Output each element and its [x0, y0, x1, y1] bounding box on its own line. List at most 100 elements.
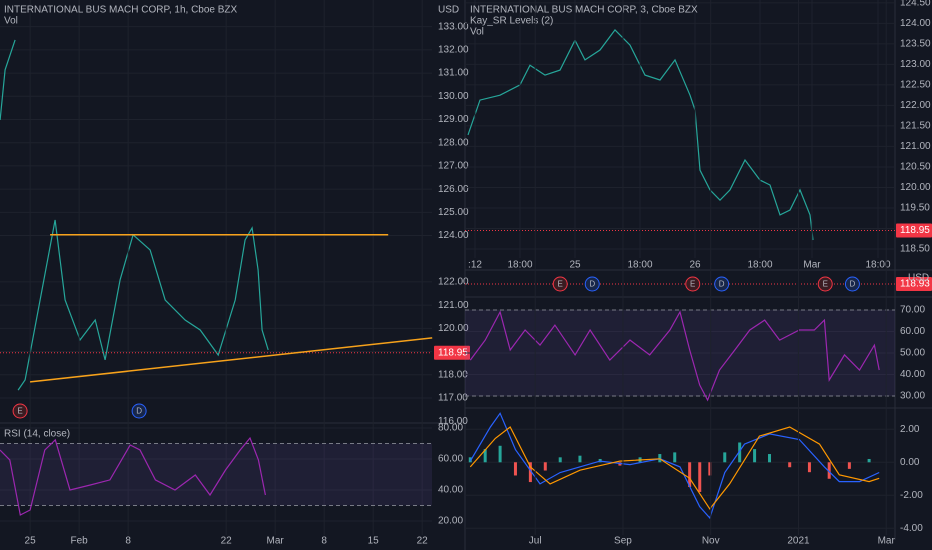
y-tick-label: 60.00	[900, 326, 925, 337]
histogram-bar	[827, 462, 831, 479]
chart-title: INTERNATIONAL BUS MACH CORP, 1h, Cboe BZ…	[4, 5, 238, 16]
y-tick-label: 118.00	[438, 369, 468, 380]
event-label: E	[558, 280, 563, 289]
histogram-bar	[807, 462, 811, 473]
y-tick-label: 128.00	[438, 137, 469, 148]
event-marker	[714, 276, 730, 292]
y-tick-label: 131.00	[438, 68, 469, 79]
y-tick-label: 123.00	[900, 59, 931, 70]
y-tick-label: 116.00	[438, 416, 468, 427]
event-label: D	[589, 280, 595, 289]
histogram-bar	[698, 462, 702, 492]
y-tick-label: 20.00	[438, 516, 463, 527]
histogram-bar	[543, 462, 547, 471]
x-tick-label: Mar	[267, 536, 285, 547]
y-tick-label: -4.00	[900, 523, 923, 534]
level-band	[0, 443, 432, 506]
price-tag	[896, 223, 932, 238]
event-label: D	[136, 407, 142, 416]
y-tick-label: 122.50	[900, 80, 931, 91]
y-tick-label: 124.00	[900, 18, 931, 29]
histogram-bar	[768, 454, 772, 463]
y-tick-label: 120.00	[438, 323, 469, 334]
x-tick-label: 15	[368, 536, 380, 547]
event-label: E	[17, 407, 22, 416]
event-label: D	[850, 280, 856, 289]
price-tag-label: 118.95	[438, 347, 468, 358]
x-tick-label: Mar	[878, 536, 896, 547]
event-marker	[584, 276, 600, 292]
y-tick-label: 120.00	[900, 182, 931, 193]
y-tick-label: 133.00	[438, 21, 469, 32]
price-tag-label: 118.93	[900, 279, 930, 290]
event-marker	[131, 403, 147, 419]
y-tick-label: 120.50	[900, 162, 931, 173]
y-tick-label: 124.00	[438, 230, 469, 241]
y-tick-label: 124.50	[900, 0, 931, 9]
chart-title: INTERNATIONAL BUS MACH CORP, 3, Cboe BZX	[470, 5, 698, 16]
y-tick-label: 126.00	[438, 184, 469, 195]
y-tick-label: 119.50	[900, 203, 930, 214]
y-tick-label: 121.00	[438, 300, 469, 311]
plot-1	[0, 427, 432, 522]
y-tick-label: 30.00	[900, 391, 925, 402]
x-tick-label: :12	[468, 260, 482, 271]
y-tick-label: 2.00	[900, 424, 920, 435]
histogram-bar	[723, 452, 727, 463]
price-tag	[434, 345, 470, 360]
x-tick-label: 18:00	[747, 260, 772, 271]
histogram-bar	[468, 457, 472, 463]
y-tick-label: 122.00	[438, 277, 469, 288]
histogram-bar	[558, 457, 562, 463]
histogram-bar	[483, 449, 487, 463]
chart-subtitle: Vol	[470, 27, 484, 38]
histogram-bar	[578, 455, 582, 463]
y-tick-label: 130.00	[438, 91, 469, 102]
price-tag-label: 118.95	[900, 225, 930, 236]
y-tick-label: 121.00	[900, 141, 931, 152]
series-line	[469, 426, 880, 510]
histogram-bar	[688, 462, 692, 488]
x-tick-label: 18:00	[507, 260, 532, 271]
x-tick-label: Jul	[529, 536, 542, 547]
histogram-bar	[738, 442, 742, 463]
y-tick-label: 0.00	[900, 457, 920, 468]
y-tick-label: 80.00	[438, 423, 463, 434]
chart-subtitle: Kay_SR Levels (2)	[470, 16, 553, 27]
y-tick-label: -2.00	[900, 490, 923, 501]
event-marker	[12, 403, 28, 419]
histogram-bar	[498, 445, 502, 463]
x-tick-label: Feb	[71, 536, 89, 547]
event-marker	[844, 276, 860, 292]
plot-0	[0, 26, 432, 399]
event-label: E	[690, 280, 695, 289]
y-tick-label: 122.00	[900, 100, 931, 111]
series-line	[469, 412, 880, 520]
y-tick-label: 125.00	[438, 207, 469, 218]
level-band	[465, 310, 895, 396]
event-marker	[685, 276, 701, 292]
price-line	[469, 310, 880, 402]
x-tick-label: 18:00	[627, 260, 652, 271]
y-tick-label: 70.00	[900, 305, 925, 316]
histogram-bar	[788, 462, 792, 468]
unit-label: USD	[908, 273, 929, 284]
histogram-bar	[867, 458, 871, 463]
histogram-bar	[753, 449, 757, 463]
plot-5	[465, 412, 895, 529]
price-line	[467, 28, 814, 241]
x-tick-label: 18:00	[865, 260, 890, 271]
x-tick-label: 25	[569, 260, 581, 271]
histogram-bar	[847, 462, 851, 469]
histogram-bar	[528, 462, 532, 483]
x-tick-label: Nov	[702, 536, 720, 547]
x-tick-label: 25	[25, 536, 37, 547]
y-tick-label: 132.00	[438, 45, 469, 56]
price-tag	[896, 277, 932, 291]
chart-title: RSI (14, close)	[4, 429, 70, 440]
x-tick-label: 2021	[787, 536, 810, 547]
y-tick-label: 129.00	[438, 114, 469, 125]
x-tick-label: 22	[417, 536, 429, 547]
